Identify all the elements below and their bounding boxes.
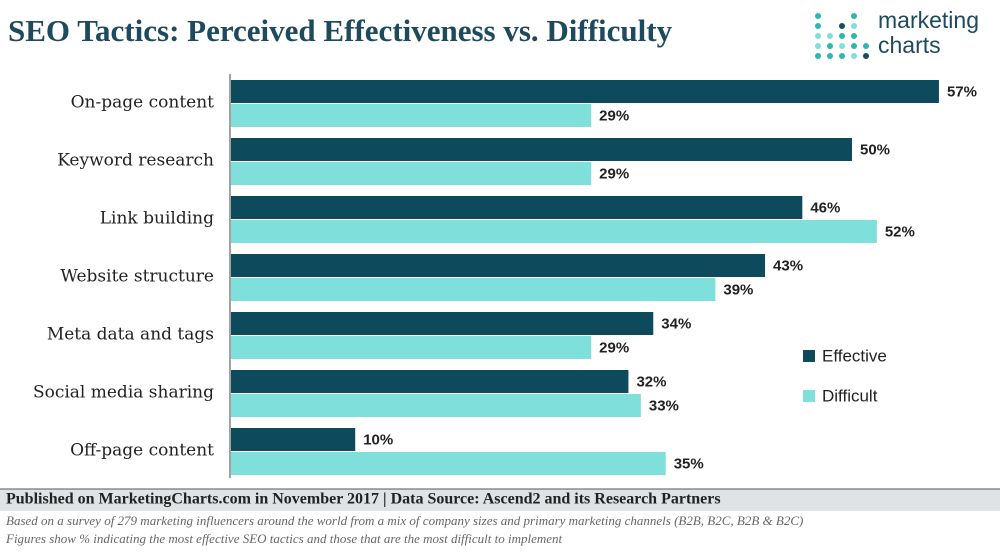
footer-note: Based on a survey of 279 marketing influ… xyxy=(6,513,803,528)
value-label: 52% xyxy=(885,223,915,240)
bar xyxy=(231,452,666,475)
legend-swatch xyxy=(803,390,815,402)
bar xyxy=(231,138,852,161)
value-label: 57% xyxy=(947,83,977,100)
value-label: 43% xyxy=(773,257,803,274)
bar xyxy=(231,428,356,451)
logo-text: charts xyxy=(878,32,941,58)
category-label: Website structure xyxy=(60,267,214,287)
value-label: 35% xyxy=(674,455,704,472)
bar xyxy=(231,336,592,359)
bar xyxy=(231,254,766,277)
legend-label: Effective xyxy=(822,346,887,365)
category-label: On-page content xyxy=(71,93,215,113)
bar xyxy=(231,104,592,127)
chart-title: SEO Tactics: Perceived Effectiveness vs.… xyxy=(8,13,673,48)
value-label: 29% xyxy=(599,107,629,124)
value-label: 32% xyxy=(636,373,666,390)
bar xyxy=(231,312,654,335)
category-label: Off-page content xyxy=(70,441,214,461)
legend-swatch xyxy=(803,350,815,362)
bar xyxy=(231,196,803,219)
footer-note: Figures show % indicating the most effec… xyxy=(5,531,563,546)
bar xyxy=(231,220,877,243)
value-label: 46% xyxy=(810,199,840,216)
value-label: 34% xyxy=(661,315,691,332)
category-label: Keyword research xyxy=(57,151,214,171)
category-label: Meta data and tags xyxy=(47,325,214,345)
logo-text: marketing xyxy=(878,7,979,33)
bar xyxy=(231,278,716,301)
legend-label: Difficult xyxy=(822,386,878,405)
bar xyxy=(231,394,641,417)
value-label: 29% xyxy=(599,339,629,356)
category-label: Link building xyxy=(100,209,214,229)
category-label: Social media sharing xyxy=(33,383,214,403)
footer-band xyxy=(0,489,1000,511)
bar xyxy=(231,162,592,185)
bar xyxy=(231,80,939,103)
value-label: 10% xyxy=(363,431,393,448)
logo-dots xyxy=(815,13,869,59)
bar xyxy=(231,370,629,393)
value-label: 33% xyxy=(649,397,679,414)
value-label: 29% xyxy=(599,165,629,182)
value-label: 50% xyxy=(860,141,890,158)
footer-source: Published on MarketingCharts.com in Nove… xyxy=(6,491,721,508)
value-label: 39% xyxy=(723,281,753,298)
